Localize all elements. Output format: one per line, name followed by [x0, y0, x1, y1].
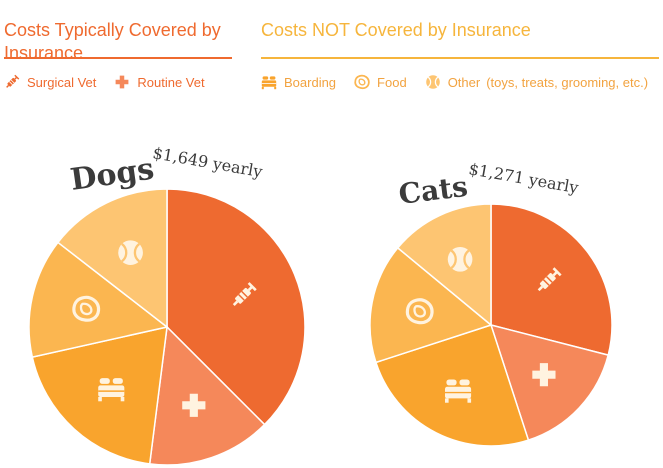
- cats-pie-chart: Cats$1,271 yearly: [369, 159, 613, 447]
- food-icon: [354, 74, 370, 90]
- ball-icon: [118, 240, 143, 265]
- legend-label-other: Other: [447, 74, 481, 90]
- ball-icon: [425, 75, 440, 89]
- not-covered-divider: [261, 57, 659, 59]
- cats-slice-boarding: [374, 324, 530, 447]
- dogs-slice-food: [28, 241, 169, 358]
- legend-other-note: (toys, treats, grooming, etc.): [486, 74, 649, 90]
- food-icon: [405, 298, 434, 325]
- legend-label-surgical-vet: Surgical Vet: [27, 74, 97, 90]
- cats-slice-other: [396, 203, 492, 327]
- legend-label-boarding: Boarding: [284, 74, 337, 90]
- not-covered-heading: Costs NOT Covered by Insurance: [261, 19, 531, 40]
- syringe-icon: [537, 267, 562, 292]
- dogs-chart-subtitle: $1,649 yearly: [151, 143, 264, 181]
- cats-chart-subtitle: $1,271 yearly: [467, 159, 580, 197]
- bed-icon: [261, 76, 277, 90]
- dogs-slice-other: [56, 188, 168, 329]
- legend-item-other: Other (toys, treats, grooming, etc.): [425, 74, 648, 90]
- cross-icon: [532, 363, 556, 387]
- bed-icon: [444, 379, 472, 403]
- cross-icon: [182, 393, 206, 417]
- legend-label-food: Food: [377, 74, 407, 90]
- syringe-icon: [6, 74, 20, 88]
- dogs-slice-routine-vet: [148, 325, 266, 466]
- legend-label-routine-vet: Routine Vet: [137, 74, 205, 90]
- dogs-pie-chart: Dogs$1,649 yearly: [28, 143, 306, 466]
- dogs-slice-surgical-vet: [166, 188, 306, 426]
- cross-icon: [115, 75, 129, 89]
- legend-item-routine-vet: Routine Vet: [114, 74, 205, 90]
- cats-slice-routine-vet: [489, 323, 610, 442]
- not-covered-legend: Boarding Food Other (toys, treats, groom…: [261, 74, 648, 90]
- covered-legend: Surgical Vet Routine Vet: [4, 74, 223, 90]
- covered-divider: [4, 57, 232, 59]
- syringe-icon: [232, 282, 257, 306]
- bed-icon: [98, 378, 125, 402]
- food-icon: [72, 295, 101, 322]
- ball-icon: [447, 246, 473, 272]
- legend-item-food: Food: [354, 74, 407, 90]
- cats-chart-title: Cats: [397, 170, 470, 211]
- legend-item-boarding: Boarding: [261, 74, 336, 90]
- legend-item-surgical-vet: Surgical Vet: [4, 74, 96, 90]
